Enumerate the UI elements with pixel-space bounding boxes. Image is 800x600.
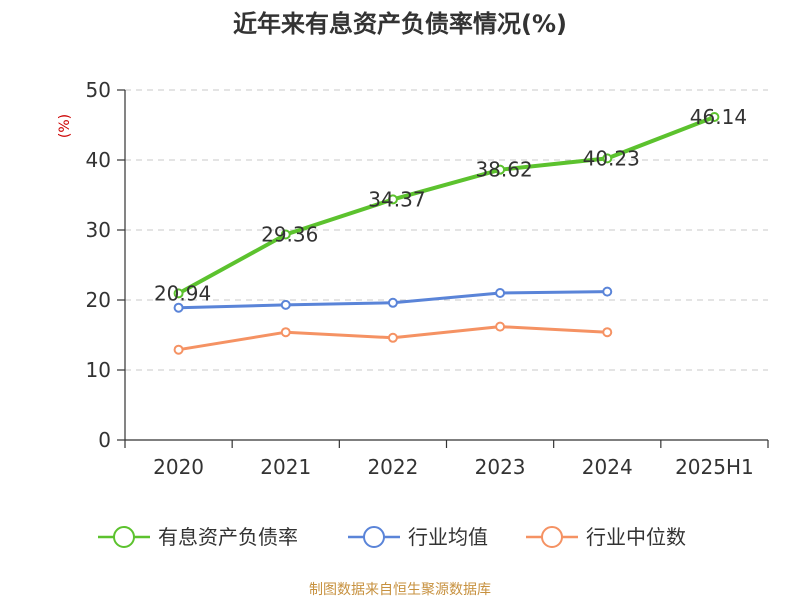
data-point-2[interactable] xyxy=(173,344,184,355)
y-tick-label: 50 xyxy=(86,78,111,102)
source-note: 制图数据来自恒生聚源数据库 xyxy=(309,582,491,598)
legend-swatch-marker xyxy=(541,526,563,548)
legend-swatch-marker xyxy=(113,526,135,548)
legend: 有息资产负债率 行业均值 行业中位数 xyxy=(98,525,686,549)
y-tick-label: 20 xyxy=(86,288,111,312)
data-point-0[interactable] xyxy=(280,229,291,240)
x-tick-label: 2021 xyxy=(260,455,311,479)
data-label: 40.23 xyxy=(583,146,640,170)
data-point-2[interactable] xyxy=(602,327,613,338)
y-tick-label: 0 xyxy=(98,428,111,452)
data-labels: 20.94 29.36 34.37 38.62 40.23 46.14 xyxy=(154,105,747,305)
data-point-1[interactable] xyxy=(387,297,398,308)
data-point-2[interactable] xyxy=(387,332,398,343)
data-point-1[interactable] xyxy=(495,288,506,298)
series-layer xyxy=(173,112,720,355)
data-label: 29.36 xyxy=(261,222,318,246)
legend-swatch-marker xyxy=(363,526,385,548)
data-point-2[interactable] xyxy=(280,327,291,338)
legend-item-2[interactable]: 行业中位数 xyxy=(526,525,686,549)
data-point-1[interactable] xyxy=(173,302,184,313)
legend-item-0[interactable]: 有息资产负债率 xyxy=(98,525,298,549)
series-line-0 xyxy=(176,115,717,296)
x-tick-label: 2020 xyxy=(153,455,204,479)
chart-title: 近年来有息资产负债率情况(%) xyxy=(233,10,567,38)
data-label: 46.14 xyxy=(690,105,747,129)
gridlines xyxy=(125,89,768,371)
x-tick-label: 2023 xyxy=(475,455,526,479)
axes: 0 10 20 30 40 50 2020 2021 2022 2023 2024 2025H1 xyxy=(86,78,769,479)
data-point-1[interactable] xyxy=(280,299,291,310)
x-tick-label: 2024 xyxy=(582,455,633,479)
y-tick-label: 40 xyxy=(86,148,111,172)
data-point-0[interactable] xyxy=(495,164,506,175)
y-axis-label: (%) xyxy=(57,114,73,138)
data-label: 20.94 xyxy=(154,281,211,305)
data-label: 38.62 xyxy=(475,158,532,182)
legend-label: 有息资产负债率 xyxy=(158,525,298,549)
data-point-1[interactable] xyxy=(602,286,613,297)
y-tick-label: 30 xyxy=(86,218,111,242)
data-point-0[interactable] xyxy=(387,194,398,205)
legend-item-1[interactable]: 行业均值 xyxy=(348,525,488,549)
data-point-0[interactable] xyxy=(709,112,720,123)
y-tick-label: 10 xyxy=(86,358,111,382)
legend-label: 行业均值 xyxy=(408,525,488,549)
data-point-2[interactable] xyxy=(495,321,506,332)
x-tick-label: 2022 xyxy=(367,455,418,479)
data-point-0[interactable] xyxy=(173,288,184,299)
data-point-0[interactable] xyxy=(602,153,613,164)
legend-label: 行业中位数 xyxy=(586,525,686,549)
data-label: 34.37 xyxy=(368,187,425,211)
x-tick-label: 2025H1 xyxy=(675,455,754,479)
